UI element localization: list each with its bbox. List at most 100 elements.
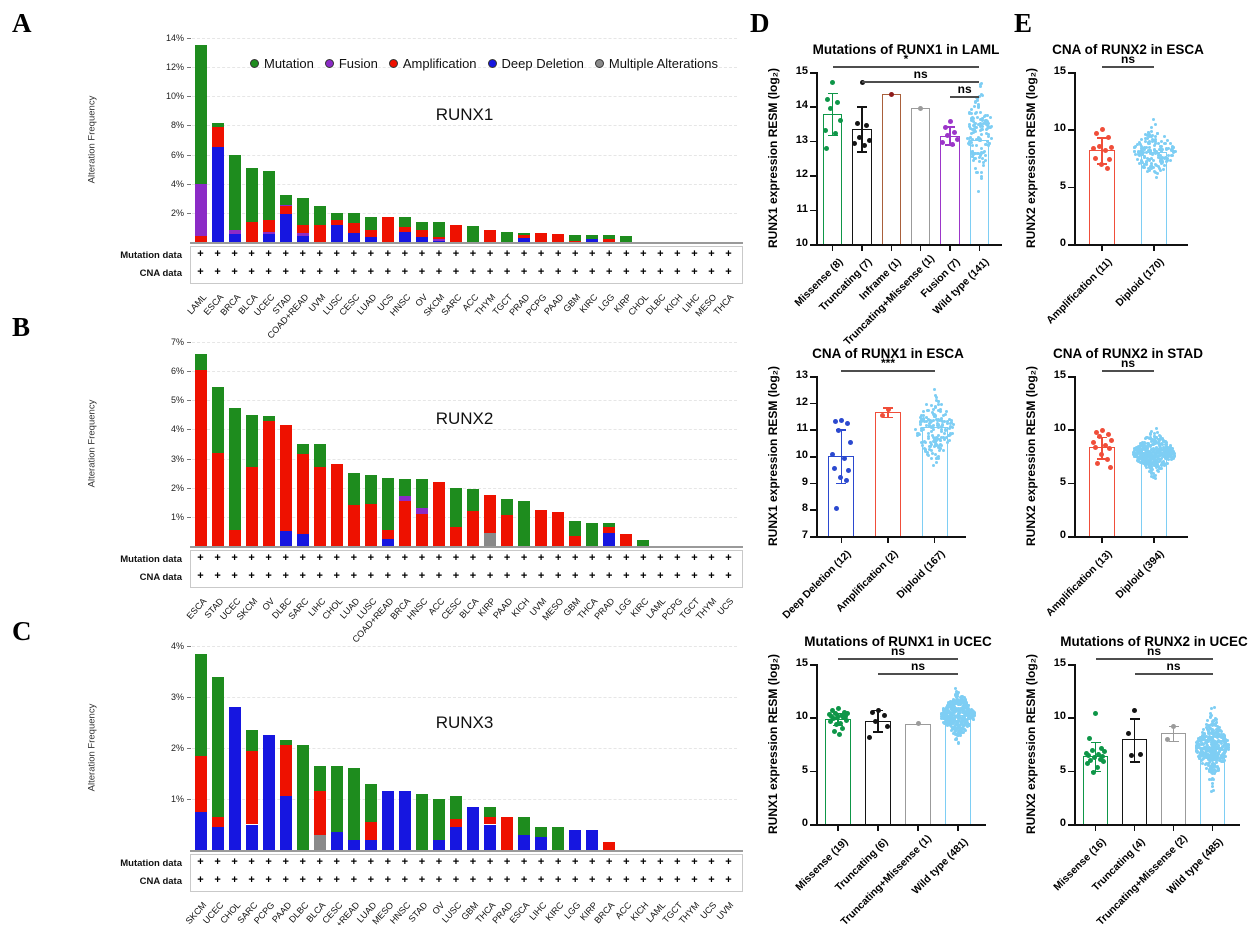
cluster-point [1134, 451, 1138, 455]
plus-sign: + [623, 856, 630, 868]
error-bar-cap [883, 416, 893, 419]
gene-title: RUNX2 [435, 409, 494, 429]
bar-segment-amplification [449, 224, 462, 242]
cluster-point [1151, 443, 1155, 447]
y-tick-label: 10% [165, 91, 184, 102]
cluster-point [1148, 433, 1152, 437]
cluster-point [1161, 439, 1165, 443]
data-point [1126, 730, 1131, 736]
plus-sign: + [657, 248, 664, 260]
cluster-point [1211, 757, 1215, 761]
cluster-point [928, 441, 932, 445]
cluster-point [933, 405, 937, 409]
plus-sign: + [554, 856, 562, 868]
cluster-point [1200, 742, 1204, 746]
cluster-point [1204, 738, 1208, 742]
bar-segment-mutation [518, 500, 531, 546]
cluster-point [1132, 145, 1136, 149]
cluster-point [1217, 738, 1221, 742]
bar-segment-deep_deletion [296, 534, 309, 546]
plus-sign: + [589, 856, 596, 868]
cluster-point [945, 711, 949, 715]
cluster-point [965, 711, 969, 715]
data-point [1101, 759, 1106, 765]
cluster-point [942, 710, 946, 714]
error-bar-cap [1090, 741, 1101, 744]
cluster-point [1214, 754, 1218, 758]
plus-sign: + [674, 856, 681, 868]
bar-segment-fusion [194, 183, 207, 237]
legend-label: Fusion [338, 56, 378, 71]
plus-sign: + [418, 552, 426, 564]
data-point [836, 731, 842, 737]
y-axis-tick [1068, 536, 1074, 538]
gridline [192, 67, 737, 69]
cluster-point [986, 124, 990, 128]
cluster-point [1221, 739, 1225, 743]
cluster-point [1161, 160, 1165, 164]
cluster-point [963, 718, 967, 722]
plus-sign: + [469, 248, 477, 260]
y-axis-tick [187, 38, 191, 39]
group-bar [1089, 447, 1115, 536]
data-point [1085, 760, 1090, 766]
cluster-point [1154, 448, 1158, 452]
cluster-point [964, 722, 968, 726]
plus-sign: + [640, 856, 647, 868]
plus-sign: + [316, 856, 323, 868]
plus-sign: + [299, 570, 306, 582]
data-point [1102, 148, 1108, 154]
data-point [1108, 437, 1114, 443]
y-axis-line [1074, 72, 1076, 246]
cluster-point [954, 714, 958, 718]
bar-segment-fusion [415, 508, 428, 514]
plus-sign: + [708, 552, 715, 564]
cluster-point [988, 115, 992, 119]
cluster-point [978, 129, 982, 133]
cluster-point [968, 110, 972, 114]
cluster-point [1141, 452, 1145, 456]
cluster-point [1163, 164, 1167, 168]
bar-segment-amplification [415, 513, 428, 546]
cluster-point [1212, 706, 1216, 710]
bar-segment-mutation [211, 676, 224, 817]
significance-line [1102, 66, 1154, 68]
cluster-point [959, 734, 963, 738]
cluster-point [1161, 448, 1165, 452]
data-point [1165, 737, 1170, 743]
bar-segment-deep_deletion [484, 824, 497, 850]
cluster-point [1202, 756, 1206, 760]
cluster-point [1150, 130, 1154, 134]
error-bar [831, 92, 834, 135]
cluster-point [956, 699, 960, 703]
cluster-point [962, 711, 966, 715]
cluster-point [969, 132, 973, 136]
cluster-point [1146, 170, 1150, 174]
cluster-point [953, 704, 957, 708]
plus-sign: + [606, 248, 613, 260]
y-axis-tick [810, 140, 816, 143]
cluster-point [976, 104, 980, 108]
cluster-point [1132, 149, 1136, 153]
cluster-point [1145, 449, 1149, 453]
cluster-point [1212, 767, 1216, 771]
plus-sign: + [384, 552, 392, 564]
expr-y-axis-title: RUNX2 expression RESM (log₂) [1024, 365, 1038, 547]
cluster-point [973, 129, 977, 133]
alteration-type-legend: Mutation Fusion Amplification Deep Deletion… [250, 56, 718, 71]
cluster-point [1155, 164, 1159, 168]
cluster-point [1139, 151, 1143, 155]
bar-segment-multiple_alterations [313, 834, 326, 850]
cluster-point [1223, 742, 1227, 746]
cluster-point [929, 420, 933, 424]
cluster-point [1212, 740, 1216, 744]
cluster-point [947, 714, 951, 718]
bar-segment-mutation [603, 235, 616, 240]
cluster-point [933, 442, 937, 446]
cluster-point [962, 728, 966, 732]
cluster-point [982, 150, 986, 154]
cluster-point [1154, 175, 1158, 179]
plus-sign: + [657, 874, 664, 886]
plus-sign: + [708, 248, 715, 260]
cluster-point [1217, 728, 1221, 732]
